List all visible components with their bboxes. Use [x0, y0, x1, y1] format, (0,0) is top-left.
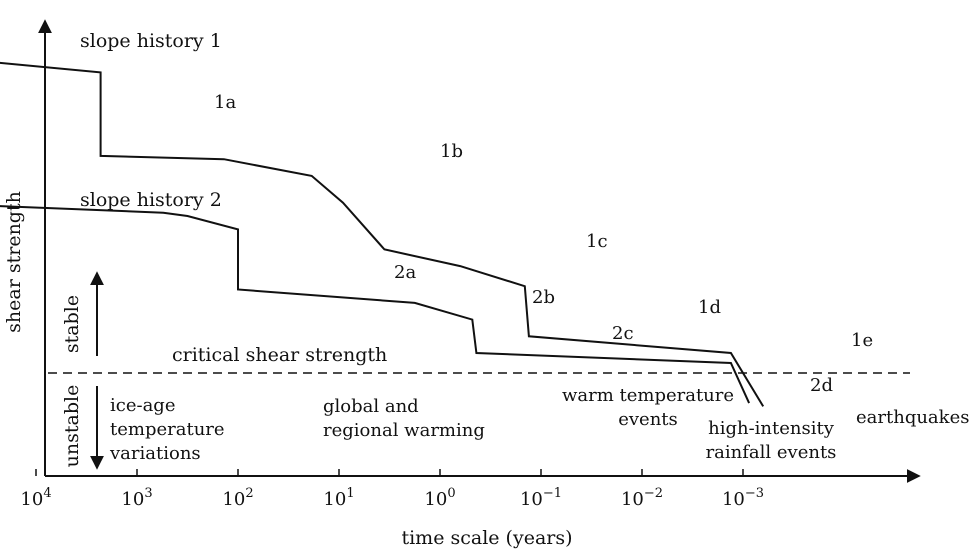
event-line: ice-age	[110, 395, 175, 416]
x-tick-label: 102	[222, 486, 253, 510]
stable-label: stable	[61, 295, 83, 353]
step-label: 1a	[214, 92, 236, 113]
event-line: high-intensity	[708, 418, 835, 439]
series-name: slope history 2	[80, 189, 222, 211]
x-tick-label: 100	[424, 486, 455, 510]
critical-threshold-label: critical shear strength	[172, 344, 387, 366]
y-axis-label: shear strength	[3, 191, 25, 333]
event-rainfall: high-intensity rainfall events	[706, 418, 837, 463]
series-layer: slope history 1 1a 1b 1c 1d 1e slope history 2…	[0, 30, 873, 407]
event-line: temperature	[110, 419, 225, 440]
event-line: regional warming	[323, 420, 485, 441]
event-line: warm temperature	[562, 385, 734, 406]
step-label: 2a	[394, 262, 416, 283]
x-tick-label: 10−1	[520, 486, 562, 510]
event-line: global and	[323, 396, 419, 417]
event-global-warming: global and regional warming	[323, 396, 485, 441]
step-label: 1d	[698, 297, 721, 318]
event-earthquakes: earthquakes	[856, 407, 969, 428]
x-tick-label: 104	[20, 486, 51, 510]
step-label: 1e	[851, 330, 873, 351]
step-label: 2d	[810, 375, 833, 396]
event-line: variations	[109, 443, 201, 464]
event-ice-age: ice-age temperature variations	[109, 395, 225, 464]
x-tick-label: 103	[121, 486, 152, 510]
step-label: 1c	[586, 231, 608, 252]
step-label: 1b	[440, 141, 463, 162]
step-label: 2c	[612, 323, 634, 344]
x-tick-label: 10−3	[722, 486, 764, 510]
x-axis-label: time scale (years)	[401, 527, 572, 549]
event-line: events	[618, 409, 678, 430]
step-label: 2b	[532, 287, 555, 308]
event-line: rainfall events	[706, 442, 837, 463]
series-line-2	[0, 205, 751, 404]
x-tick-label: 101	[323, 486, 354, 510]
event-warm-temperature: warm temperature events	[562, 385, 734, 430]
series-line-1	[0, 61, 765, 407]
unstable-label: unstable	[61, 385, 83, 468]
series-name: slope history 1	[80, 30, 222, 52]
x-tick-label: 10−2	[621, 486, 663, 510]
